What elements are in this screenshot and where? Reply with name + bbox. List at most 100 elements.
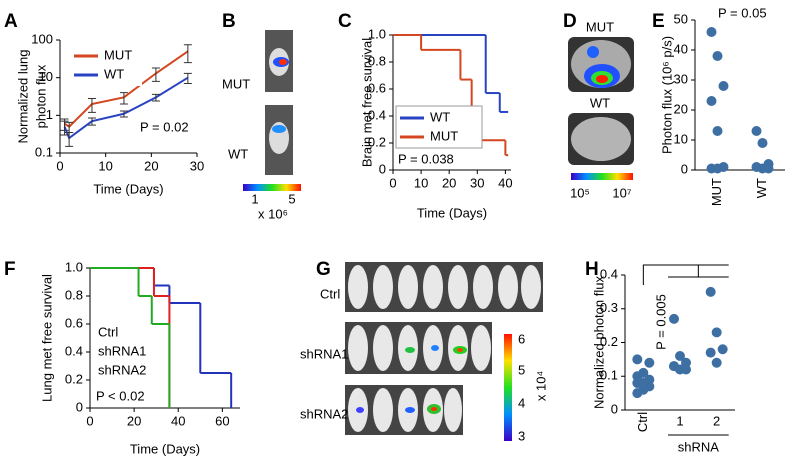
x-tick-label: 0 <box>86 413 93 428</box>
dot <box>717 344 728 355</box>
dot <box>705 286 716 297</box>
dot <box>711 357 722 368</box>
row-label: shRNA1 <box>300 346 348 361</box>
y-tick-label: 0 <box>611 401 618 416</box>
y-tick-label: 40 <box>674 41 688 56</box>
row-label: MUT <box>222 76 250 91</box>
colorbar-tick: 4 <box>518 395 525 410</box>
x-tick-label: 10 <box>98 158 112 173</box>
x-axis-label: Time (Days) <box>93 181 163 196</box>
error-bar <box>60 120 69 136</box>
panel-g: G Ctrl shRNA1 shRNA2 3 4 5 6 x 10⁴ <box>300 259 548 443</box>
y-axis-label: photon flux <box>33 64 48 128</box>
dot <box>706 96 717 106</box>
y-axis-label: Brain met free survival <box>359 38 374 167</box>
x-tick-label: 30 <box>470 175 484 190</box>
x-tick-label: 2 <box>713 413 720 428</box>
legend-label: MUT <box>104 47 132 62</box>
error-bar <box>119 110 128 118</box>
dot <box>632 354 643 365</box>
dot <box>711 327 722 338</box>
y-tick-label: 10 <box>39 69 53 84</box>
legend-label: Ctrl <box>98 324 118 339</box>
line <box>63 76 189 140</box>
panel-letter: H <box>585 259 599 280</box>
dot <box>763 163 774 174</box>
dot <box>757 138 768 148</box>
x-tick-label: 0 <box>56 158 63 173</box>
x-tick-label: 60 <box>215 413 229 428</box>
legend-box <box>70 44 142 86</box>
y-tick-label: 1 <box>46 107 53 122</box>
x-axis-label: Time (Days) <box>130 441 200 456</box>
signals <box>356 345 467 414</box>
colorbar-tick: 5 <box>288 191 295 206</box>
colorbar-unit: x 10⁶ <box>258 206 288 221</box>
row-label: shRNA2 <box>300 406 348 421</box>
error-bar <box>151 93 160 102</box>
error-bar <box>183 72 192 85</box>
colorbar-tick: 6 <box>518 331 525 346</box>
error-bar <box>183 44 192 64</box>
dot <box>644 374 655 385</box>
x-tick-label: 10 <box>414 175 428 190</box>
x-tick-label: 20 <box>442 175 456 190</box>
error-bar <box>87 117 96 126</box>
error-bar <box>119 92 128 105</box>
dot <box>706 27 717 37</box>
y-tick-label: 1.0 <box>65 259 83 274</box>
dot <box>718 81 729 91</box>
x-tick-label: 30 <box>190 158 204 173</box>
panel-letter: F <box>4 259 16 280</box>
colorbar <box>243 184 301 191</box>
significance-bracket <box>642 264 729 285</box>
legend-label: WT <box>430 109 450 124</box>
y-tick-label: 0.4 <box>65 343 83 358</box>
y-tick-label: 0.8 <box>368 53 386 68</box>
x-tick-label: WT <box>754 178 769 198</box>
row-label: Ctrl <box>320 286 340 301</box>
panel-letter: D <box>563 11 577 32</box>
legend-label: shRNA1 <box>98 343 146 358</box>
panel-letter: B <box>222 11 236 32</box>
annotation: P < 0.02 <box>96 388 145 403</box>
y-axis-label: Lung met free survival <box>39 274 54 402</box>
signal <box>596 75 608 83</box>
colorbar <box>571 173 633 180</box>
signal <box>279 59 287 65</box>
colorbar-tick: 10⁵ <box>570 185 590 200</box>
legend-label: shRNA2 <box>98 362 146 377</box>
y-tick-label: 0 <box>379 161 386 176</box>
x-tick-label: MUT <box>709 178 724 206</box>
colorbar-tick: 10⁷ <box>612 185 631 200</box>
row-label: WT <box>590 95 610 110</box>
dot <box>712 51 723 61</box>
dot <box>712 126 723 136</box>
x-tick-label: 40 <box>171 413 185 428</box>
x-tick-label: Ctrl <box>635 412 650 432</box>
panel-letter: E <box>652 11 665 32</box>
signal <box>587 46 599 58</box>
y-tick-label: 0.4 <box>600 266 618 281</box>
panel-d: D MUT WT 10⁵ 10⁷ <box>563 11 634 200</box>
error-bar <box>87 97 96 113</box>
panel-letter: A <box>4 11 18 32</box>
x-tick-label: 20 <box>144 158 158 173</box>
y-axis-label: Photon flux (10⁶ p/s) <box>659 36 674 154</box>
x-tick-label: 0 <box>389 175 396 190</box>
y-tick-label: 20 <box>674 101 688 116</box>
signal <box>272 125 286 133</box>
y-tick-label: 0.6 <box>65 315 83 330</box>
y-tick-label: 0.8 <box>65 287 83 302</box>
colorbar-unit: x 10⁴ <box>533 371 548 401</box>
y-tick-label: 0.2 <box>600 334 618 349</box>
panel-letter: G <box>316 259 331 280</box>
y-tick-label: 30 <box>674 71 688 86</box>
brain <box>571 117 631 161</box>
dot <box>705 347 716 358</box>
y-tick-label: 0.1 <box>600 368 618 383</box>
y-tick-label: 10 <box>674 131 688 146</box>
annotation: P = 0.05 <box>718 5 767 20</box>
y-tick-label: 0.2 <box>368 134 386 149</box>
